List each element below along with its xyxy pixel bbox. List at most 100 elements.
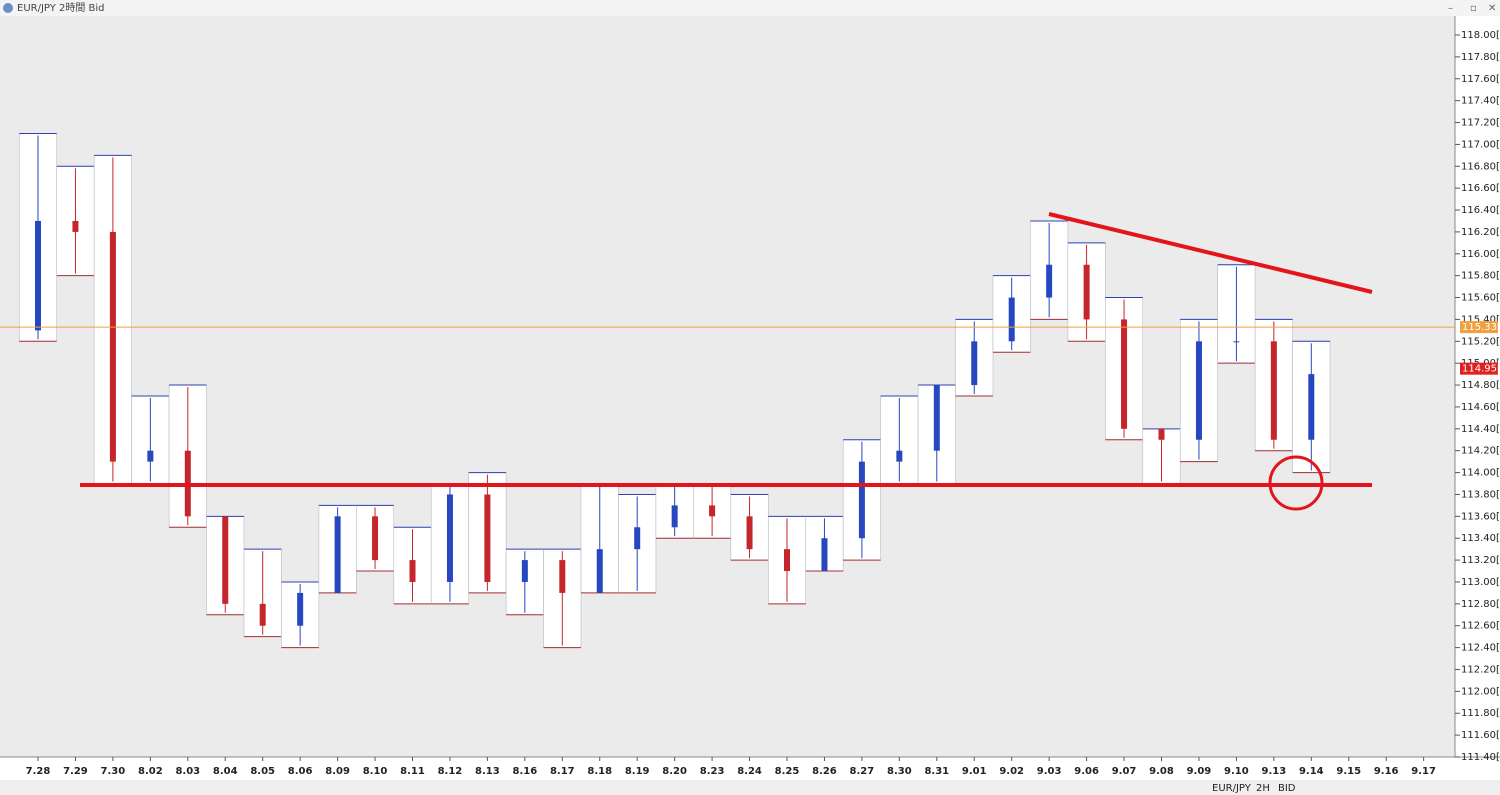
y-tick-label: 117.20[0 [1461, 118, 1500, 129]
candle-body [933, 385, 940, 451]
y-tick-label: 114.00[0 [1461, 468, 1500, 479]
date-axis [0, 757, 1500, 780]
candle-body [1121, 319, 1128, 429]
x-tick-label: 7.28 [26, 766, 51, 777]
y-tick-label: 113.00[0 [1461, 577, 1500, 588]
candle-body [297, 592, 304, 626]
candle-body [634, 527, 641, 550]
candle-body [559, 560, 566, 593]
x-tick-label: 8.04 [213, 766, 238, 777]
y-tick-label: 117.80[0 [1461, 52, 1500, 63]
candle-body [1046, 264, 1053, 298]
current-price-tag [1460, 362, 1498, 375]
y-tick-label: 116.00[0 [1461, 249, 1500, 260]
candle-body [259, 603, 266, 626]
candle-body [858, 461, 865, 539]
title-bar [0, 0, 1500, 16]
candle-body [596, 549, 603, 593]
x-tick-label: 8.24 [737, 766, 762, 777]
y-tick-label: 112.40[0 [1461, 643, 1500, 654]
candle-body [671, 505, 678, 528]
x-tick-label: 8.20 [662, 766, 687, 777]
x-tick-label: 8.02 [138, 766, 163, 777]
x-tick-label: 8.13 [475, 766, 500, 777]
y-tick-label: 115.80[0 [1461, 271, 1500, 282]
y-tick-label: 114.40[0 [1461, 424, 1500, 435]
x-tick-label: 9.06 [1074, 766, 1099, 777]
x-tick-label: 9.14 [1299, 766, 1324, 777]
candle-body [1270, 341, 1277, 440]
highlight-circle [1268, 455, 1324, 511]
x-tick-label: 9.13 [1262, 766, 1287, 777]
candle-body [821, 538, 828, 572]
candle-body [109, 231, 116, 462]
candle-body [222, 516, 229, 604]
x-tick-label: 8.23 [700, 766, 725, 777]
minimize-button[interactable]: – [1448, 3, 1453, 14]
x-tick-label: 8.11 [400, 766, 425, 777]
window-title: EUR/JPY 2時間 Bid [17, 2, 105, 14]
y-tick-label: 116.60[0 [1461, 183, 1500, 194]
y-tick-label: 114.60[0 [1461, 402, 1500, 413]
price-dropdown[interactable]: BID [1278, 783, 1296, 794]
x-tick-label: 8.05 [250, 766, 275, 777]
candle-body [1083, 264, 1090, 320]
x-tick-label: 9.01 [962, 766, 987, 777]
y-tick-label: 116.20[0 [1461, 227, 1500, 238]
bottom-toolbar [0, 780, 1500, 795]
candle-body [1195, 341, 1202, 440]
y-tick-label: 117.00[0 [1461, 139, 1500, 150]
y-tick-label: 117.40[0 [1461, 96, 1500, 107]
x-tick-label: 8.16 [513, 766, 538, 777]
x-tick-label: 8.17 [550, 766, 575, 777]
x-tick-label: 7.30 [101, 766, 126, 777]
x-tick-label: 8.06 [288, 766, 313, 777]
symbol-dropdown[interactable]: EUR/JPY [1212, 783, 1252, 794]
x-tick-label: 8.30 [887, 766, 912, 777]
candle-body [147, 450, 154, 462]
y-tick-label: 112.60[0 [1461, 621, 1500, 632]
x-tick-label: 8.10 [363, 766, 388, 777]
candle-body [971, 341, 978, 386]
y-tick-label: 118.00[0 [1461, 30, 1500, 41]
y-tick-label: 116.80[0 [1461, 161, 1500, 172]
y-tick-label: 112.00[0 [1461, 686, 1500, 697]
y-tick-label: 116.40[0 [1461, 205, 1500, 216]
x-tick-label: 9.02 [999, 766, 1024, 777]
x-tick-label: 8.18 [587, 766, 612, 777]
timeframe-dropdown[interactable]: 2H [1256, 783, 1270, 794]
candle-body [1008, 297, 1015, 342]
x-tick-label: 7.29 [63, 766, 88, 777]
current-price-label: 114.95[5] [1462, 364, 1500, 375]
price-axis [1455, 16, 1500, 757]
candle-body [372, 516, 379, 561]
x-tick-label: 8.19 [625, 766, 650, 777]
x-tick-label: 9.17 [1411, 766, 1436, 777]
x-tick-label: 8.25 [775, 766, 800, 777]
close-button[interactable]: ✕ [1488, 3, 1496, 14]
y-tick-label: 111.40[0 [1461, 752, 1500, 763]
candle-body [409, 560, 416, 582]
maximize-button[interactable]: ▫ [1470, 3, 1477, 14]
candle-body [72, 220, 79, 232]
app-icon [3, 3, 13, 13]
candle-body [784, 549, 790, 572]
y-tick-label: 115.60[0 [1461, 293, 1500, 304]
x-tick-label: 8.31 [924, 766, 949, 777]
x-tick-label: 8.03 [175, 766, 200, 777]
y-tick-label: 114.80[0 [1461, 380, 1500, 391]
y-tick-label: 115.20[0 [1461, 336, 1500, 347]
candle-body [35, 220, 41, 331]
y-tick-label: 115.40[0 [1461, 314, 1500, 325]
y-tick-label: 112.80[0 [1461, 599, 1500, 610]
candle-body [446, 494, 453, 582]
candle-body [709, 505, 716, 517]
plot-area [0, 16, 1455, 757]
candle-body [1308, 374, 1315, 440]
x-tick-label: 8.09 [325, 766, 350, 777]
x-tick-label: 8.26 [812, 766, 837, 777]
reference-label: 115.33[7] [1462, 322, 1500, 333]
y-tick-label: 111.80[0 [1461, 708, 1500, 719]
candle-body [484, 494, 491, 582]
